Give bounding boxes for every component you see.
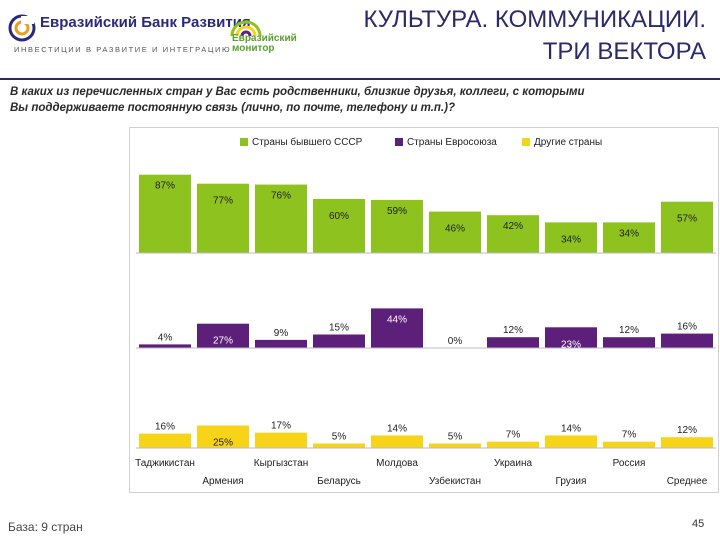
bar-1-9 xyxy=(603,222,655,253)
category-label-7: Украина xyxy=(494,458,533,469)
category-label-3: Кыргызстан xyxy=(254,458,308,469)
header-divider xyxy=(0,78,720,80)
legend-label-1: Страны бывшего СССР xyxy=(252,136,363,148)
category-label-6: Узбекистан xyxy=(429,475,481,487)
bar-2-9 xyxy=(603,337,655,348)
bar-3-5 xyxy=(371,435,423,448)
category-label-8: Грузия xyxy=(556,476,587,487)
data-label-1-10: 57% xyxy=(677,214,697,225)
chart-container: Страны бывшего СССР Страны Евросоюза Други… xyxy=(129,127,719,493)
data-label-2-6: 0% xyxy=(448,336,463,347)
page-title-line1: КУЛЬТУРА. КОММУНИКАЦИИ. xyxy=(363,6,706,33)
survey-question-line2: Вы поддерживаете постоянную связь (лично… xyxy=(10,102,456,114)
bank-name: Евразийский Банк Развития xyxy=(40,14,251,31)
bank-tagline: ИНВЕСТИЦИИ В РАЗВИТИЕ И ИНТЕГРАЦИЮ xyxy=(14,45,232,54)
category-label-1: Таджикистан xyxy=(135,458,195,469)
category-label-5: Молдова xyxy=(376,458,418,469)
bar-1-8 xyxy=(545,222,597,253)
bar-2-10 xyxy=(661,333,713,348)
data-label-2-10: 16% xyxy=(677,322,697,333)
bar-1-2 xyxy=(197,183,249,253)
data-label-3-2: 25% xyxy=(213,438,233,449)
data-label-1-8: 34% xyxy=(561,234,581,245)
data-label-1-3: 76% xyxy=(271,191,291,202)
data-label-3-10: 12% xyxy=(677,425,697,436)
data-label-2-1: 4% xyxy=(158,332,173,343)
eurasian-monitor-logo xyxy=(230,20,262,37)
page-title-line2: ТРИ ВЕКТОРА xyxy=(542,38,706,65)
legend-label-2: Страны Евросоюза xyxy=(407,137,497,148)
data-label-1-9: 34% xyxy=(619,228,639,239)
bar-3-7 xyxy=(487,441,539,448)
survey-question: В каких из перечисленных стран у Вас ест… xyxy=(10,84,710,116)
bar-3-2 xyxy=(197,425,249,448)
data-label-2-5: 44% xyxy=(387,314,407,325)
monitor-name-line1: Евразийский xyxy=(232,33,297,44)
bar-3-3 xyxy=(255,432,307,448)
bar-1-10 xyxy=(661,201,713,253)
page-title: КУЛЬТУРА. КОММУНИКАЦИИ. ТРИ ВЕКТОРА xyxy=(363,4,706,68)
data-label-2-9: 12% xyxy=(619,325,639,336)
category-label-9: Россия xyxy=(613,458,646,469)
data-label-1-7: 42% xyxy=(503,221,523,232)
legend-swatch-2 xyxy=(395,138,403,146)
bar-1-4 xyxy=(313,199,365,253)
bar-3-6 xyxy=(429,443,481,448)
eurasian-development-bank-logo xyxy=(8,14,36,42)
data-label-2-4: 15% xyxy=(329,323,349,334)
data-label-1-5: 59% xyxy=(387,206,407,217)
bar-2-3 xyxy=(255,339,307,348)
bar-1-7 xyxy=(487,215,539,253)
data-label-2-2: 27% xyxy=(213,336,233,347)
bar-1-6 xyxy=(429,211,481,253)
data-label-3-4: 5% xyxy=(332,432,347,443)
bar-2-4 xyxy=(313,334,365,348)
data-label-1-6: 46% xyxy=(445,224,465,235)
survey-question-line1: В каких из перечисленных стран у Вас ест… xyxy=(10,86,585,98)
data-label-3-9: 7% xyxy=(622,430,637,441)
data-label-3-3: 17% xyxy=(271,421,291,432)
bar-2-5 xyxy=(371,308,423,348)
header: Евразийский Банк Развития ИНВЕСТИЦИИ В Р… xyxy=(0,0,720,78)
bar-chart: Страны бывшего СССР Страны Евросоюза Други… xyxy=(135,136,716,487)
bar-1-5 xyxy=(371,199,423,253)
bar-3-4 xyxy=(313,443,365,448)
legend-swatch-1 xyxy=(240,138,248,146)
data-label-2-8: 23% xyxy=(561,339,581,350)
data-label-2-7: 12% xyxy=(503,325,523,336)
legend-swatch-3 xyxy=(522,138,530,146)
category-label-2: Армения xyxy=(202,476,243,487)
bar-1-1 xyxy=(139,174,191,253)
bar-2-2 xyxy=(197,323,249,348)
bar-1-3 xyxy=(255,184,307,253)
bar-3-1 xyxy=(139,433,191,448)
data-label-3-1: 16% xyxy=(155,422,175,433)
data-label-1-1: 87% xyxy=(155,181,175,192)
data-label-3-7: 7% xyxy=(506,430,521,441)
bar-2-1 xyxy=(139,344,191,348)
data-label-3-5: 14% xyxy=(387,423,407,434)
page-number: 45 xyxy=(692,518,705,530)
category-label-4: Беларусь xyxy=(317,476,361,487)
bar-2-8 xyxy=(545,327,597,348)
bar-3-9 xyxy=(603,441,655,448)
monitor-name-line2: монитор xyxy=(232,43,275,54)
bar-3-10 xyxy=(661,437,713,448)
bar-3-8 xyxy=(545,435,597,448)
bar-2-7 xyxy=(487,337,539,348)
data-label-3-6: 5% xyxy=(448,432,463,443)
legend-label-3: Другие страны xyxy=(534,137,602,148)
monitor-name: Евразийский монитор xyxy=(232,34,302,54)
data-label-1-2: 77% xyxy=(213,196,233,207)
data-label-3-8: 14% xyxy=(561,423,581,434)
data-label-2-3: 9% xyxy=(274,328,289,339)
data-label-1-4: 60% xyxy=(329,211,349,222)
category-label-10: Среднее xyxy=(667,476,708,487)
base-note: База: 9 стран xyxy=(8,520,83,534)
